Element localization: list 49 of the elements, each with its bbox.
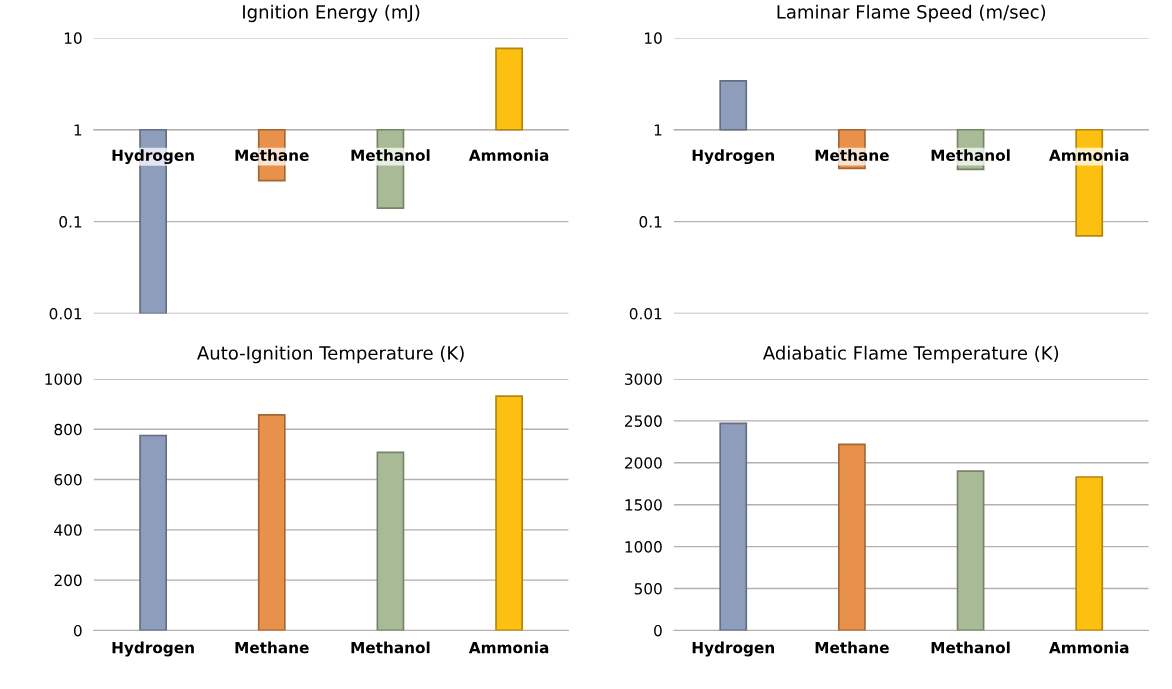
x-tick-label: Methanol	[931, 149, 1010, 162]
bar	[139, 434, 167, 631]
y-tick-label: 400	[54, 524, 82, 536]
bar	[495, 395, 523, 631]
bar	[956, 470, 985, 631]
bar	[1075, 476, 1104, 631]
y-tick-label: 1000	[625, 541, 662, 553]
y-tick-label: 600	[54, 474, 82, 486]
y-tick-label: 2000	[625, 457, 662, 469]
y-tick-label: 1000	[45, 373, 82, 385]
x-tick-label: Methanol	[351, 149, 430, 162]
x-tick-label: Hydrogen	[112, 641, 194, 657]
bar	[376, 451, 405, 631]
y-tick-label: 2500	[625, 415, 662, 427]
y-tick-label: 10	[64, 32, 82, 44]
x-tick-label: Ammonia	[468, 149, 549, 162]
x-tick-label: Hydrogen	[112, 149, 194, 165]
x-tick-label: Ammonia	[1049, 149, 1129, 162]
x-tick-label: Hydrogen	[692, 149, 774, 165]
y-tick-label: 1	[654, 124, 662, 136]
y-tick-label: 0	[654, 624, 662, 637]
y-tick-label: 500	[634, 582, 662, 595]
y-tick-label: 1	[74, 124, 82, 136]
x-tick-label: Methanol	[351, 641, 430, 654]
y-tick-label: 0	[73, 624, 82, 637]
x-tick-label: Methane	[815, 641, 889, 654]
chart-title: Auto-Ignition Temperature (K)	[197, 345, 464, 364]
y-tick-label: 800	[54, 423, 82, 436]
x-tick-label: Methane	[235, 149, 309, 162]
bar	[838, 443, 866, 631]
y-tick-label: 0.01	[629, 307, 662, 320]
x-tick-label: Ammonia	[1049, 641, 1129, 654]
y-tick-label: 3000	[625, 373, 662, 385]
y-tick-label: 1500	[625, 499, 662, 511]
x-tick-label: Ammonia	[468, 641, 549, 654]
x-tick-label: Methane	[235, 641, 309, 654]
chart-title: Laminar Flame Speed (m/sec)	[777, 4, 1046, 23]
y-tick-label: 0.01	[49, 307, 82, 320]
x-tick-label: Methane	[815, 149, 889, 162]
x-tick-label: Hydrogen	[692, 641, 774, 657]
chart-title: Ignition Energy (mJ)	[243, 4, 420, 23]
y-tick-label: 200	[54, 574, 82, 587]
y-tick-label: 0.1	[639, 216, 662, 228]
bar	[257, 414, 286, 631]
x-tick-label: Methanol	[931, 641, 1010, 654]
chart-title: Adiabatic Flame Temperature (K)	[762, 345, 1059, 364]
y-tick-label: 0.1	[59, 216, 82, 228]
bar	[719, 422, 748, 631]
y-tick-label: 10	[645, 32, 662, 44]
